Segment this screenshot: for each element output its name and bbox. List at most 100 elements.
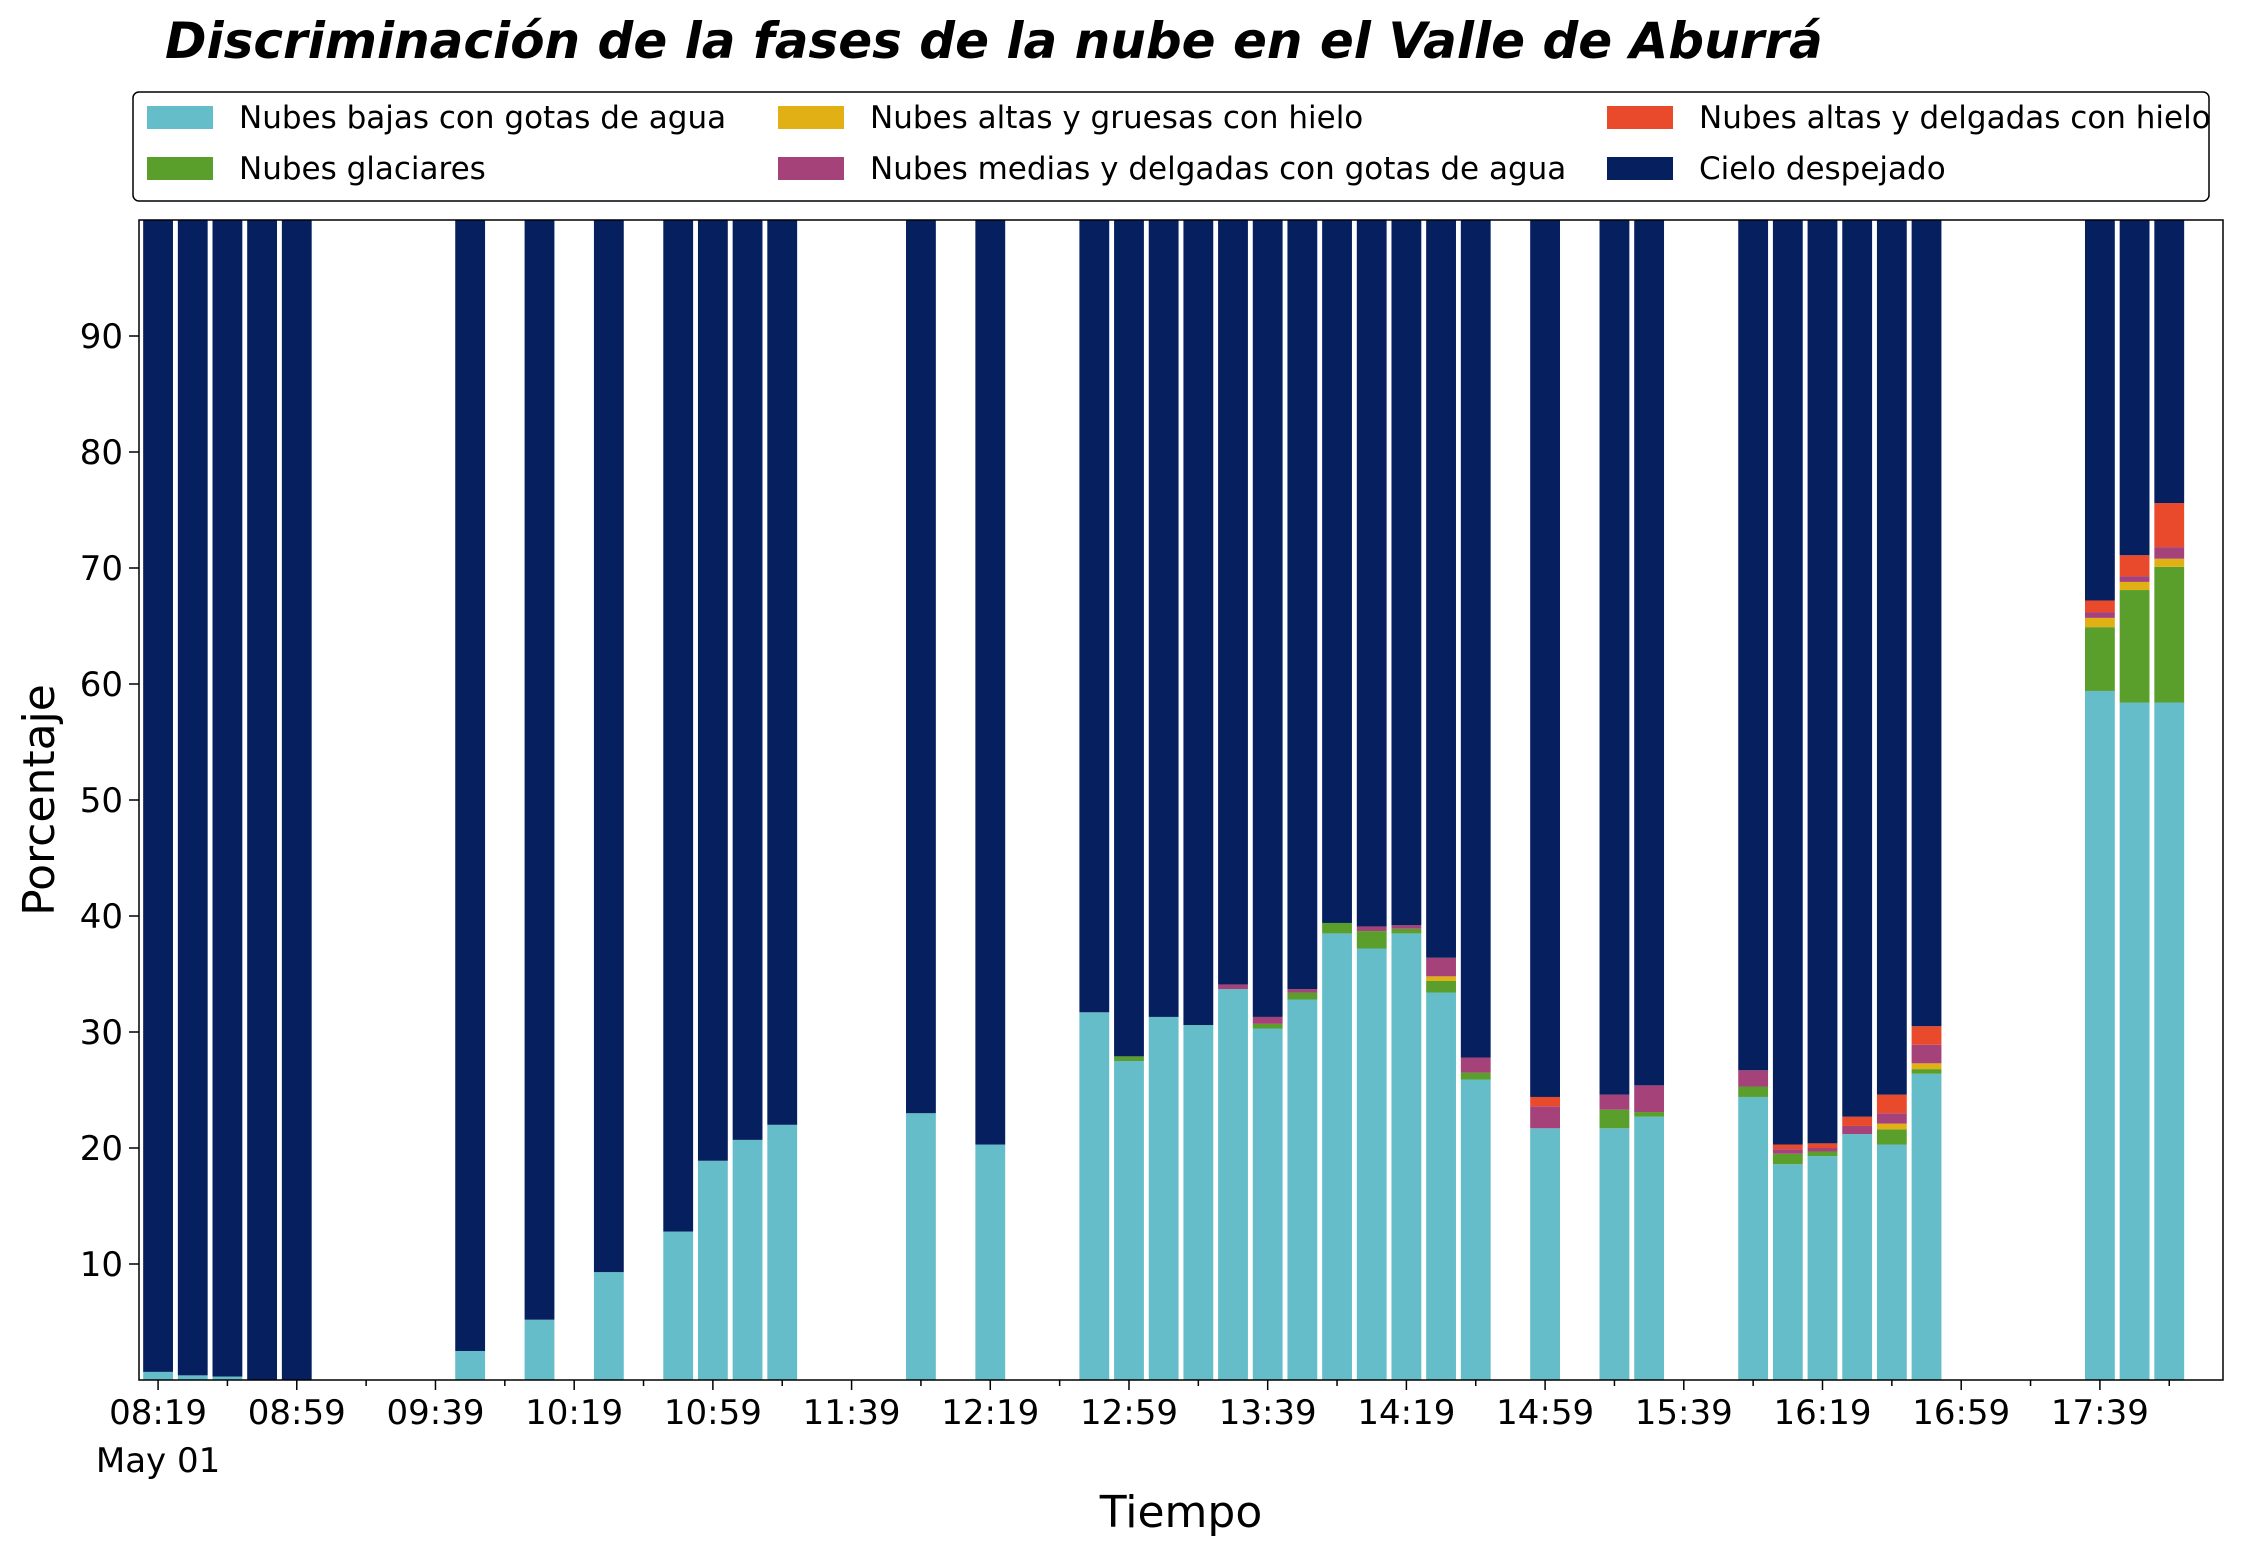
bar-segment-s1: [2084, 627, 2115, 691]
bar-segment-s0: [1460, 1079, 1491, 1380]
bar-segment-s0: [906, 1113, 936, 1380]
bar-segment-s5: [247, 220, 278, 1380]
y-tick-label: 90: [80, 317, 123, 357]
x-tick-label: 15:39: [1635, 1393, 1733, 1433]
bar-stack-0839: [212, 220, 243, 1380]
bars: [143, 220, 2185, 1380]
bar-segment-s4: [2154, 503, 2185, 548]
bar-segment-s5: [1842, 220, 1873, 1117]
bar-segment-s5: [1460, 220, 1491, 1058]
bar-segment-s0: [1876, 1144, 1907, 1380]
legend-label-2: Nubes altas y gruesas con hielo: [870, 100, 1363, 136]
bar-segment-s5: [1079, 220, 1110, 1013]
bar-segment-s1: [2119, 590, 2150, 703]
x-tick-label: 12:59: [1080, 1393, 1178, 1433]
bar-segment-s0: [1634, 1116, 1665, 1380]
bar-segment-s0: [455, 1351, 486, 1380]
x-tick-label: 16:19: [1774, 1393, 1872, 1433]
bar-segment-s5: [2154, 220, 2185, 504]
bar-segment-s1: [1634, 1112, 1665, 1117]
bar-segment-s0: [1426, 992, 1456, 1380]
bar-segment-s2: [1876, 1123, 1907, 1130]
x-tick-label: 17:39: [2051, 1393, 2149, 1433]
bar-segment-s0: [767, 1124, 798, 1380]
bar-segment-s3: [1634, 1085, 1665, 1113]
bar-segment-s5: [281, 220, 312, 1380]
x-tick-label: 14:19: [1357, 1393, 1455, 1433]
bar-segment-s3: [1252, 1016, 1283, 1024]
bar-segment-s2: [2084, 617, 2115, 628]
bar-stack-1119: [767, 220, 798, 1380]
bar-segment-s3: [1599, 1094, 1630, 1110]
bar-stack-1249: [1079, 220, 1110, 1380]
x-tick-label: 11:39: [803, 1393, 901, 1433]
y-tick-label: 20: [80, 1129, 123, 1169]
x-tick-label: 09:39: [386, 1393, 484, 1433]
legend-label-4: Nubes altas y delgadas con hielo: [1699, 100, 2211, 136]
bar-segment-s3: [2154, 547, 2185, 559]
legend-swatch-2: [778, 106, 844, 129]
bar-segment-s5: [1148, 220, 1179, 1017]
bar-segment-s4: [1530, 1096, 1560, 1107]
bar-segment-s0: [2154, 702, 2185, 1380]
bar-stack-1159: [906, 220, 936, 1380]
legend: Nubes bajas con gotas de agua Nubes glaci…: [132, 91, 2211, 202]
bar-stack-1319: [1183, 220, 1214, 1380]
bar-segment-s5: [1807, 220, 1838, 1144]
bar-segment-s0: [1218, 989, 1248, 1380]
bar-stack-1649: [1911, 220, 1942, 1380]
y-tick-label: 30: [80, 1013, 123, 1053]
bar-segment-s5: [2084, 220, 2115, 601]
bar-segment-s3: [1807, 1148, 1838, 1152]
bar-segment-s5: [1530, 220, 1560, 1097]
bar-segment-s0: [975, 1144, 1006, 1380]
bar-segment-s0: [732, 1139, 763, 1380]
bar-segment-s5: [1634, 220, 1665, 1086]
bar-stack-1429: [1426, 220, 1456, 1380]
bar-segment-s5: [1426, 220, 1456, 958]
bar-stack-1759: [2154, 220, 2185, 1380]
bar-segment-s3: [1842, 1125, 1873, 1135]
bar-segment-s1: [1738, 1086, 1769, 1097]
bar-segment-s1: [1287, 992, 1318, 1000]
bar-stack-0819: [143, 220, 173, 1380]
x-tick-label: 12:19: [941, 1393, 1039, 1433]
bar-stack-1639: [1876, 220, 1907, 1380]
bar-stack-1059: [697, 220, 728, 1380]
bar-segment-s5: [1772, 220, 1803, 1145]
bar-segment-s5: [975, 220, 1006, 1145]
bar-segment-s3: [1876, 1113, 1907, 1124]
x-tick-label: 10:19: [525, 1393, 623, 1433]
bar-segment-s5: [177, 220, 208, 1376]
bar-segment-s1: [1911, 1069, 1942, 1074]
y-tick-label: 10: [80, 1245, 123, 1285]
bar-stack-0849: [247, 220, 278, 1380]
bar-stack-1519: [1599, 220, 1630, 1380]
bar-segment-s0: [177, 1375, 208, 1380]
bar-segment-s2: [1911, 1063, 1942, 1070]
bar-segment-s1: [1460, 1072, 1491, 1080]
bar-stack-1359: [1322, 220, 1352, 1380]
bar-segment-s0: [663, 1231, 694, 1380]
x-axis-label: Tiempo: [1099, 1487, 1263, 1538]
bar-segment-s5: [1599, 220, 1630, 1095]
bar-segment-s0: [1599, 1128, 1630, 1380]
bar-segment-s1: [1322, 922, 1352, 934]
bar-stack-0949: [455, 220, 486, 1380]
y-tick-label: 80: [80, 433, 123, 473]
bar-stack-1349: [1287, 220, 1318, 1380]
y-tick-label: 50: [80, 781, 123, 821]
y-tick-label: 70: [80, 549, 123, 589]
bar-segment-s5: [455, 220, 486, 1351]
bar-segment-s4: [2119, 555, 2150, 577]
legend-swatch-1: [147, 157, 213, 180]
bar-segment-s5: [1876, 220, 1907, 1095]
bar-segment-s0: [1079, 1012, 1110, 1380]
bar-segment-s1: [1391, 928, 1422, 934]
bar-segment-s5: [1911, 220, 1942, 1027]
bar-segment-s5: [1218, 220, 1248, 985]
bar-segment-s5: [1287, 220, 1318, 990]
legend-label-5: Cielo despejado: [1699, 151, 1946, 187]
y-tick-label: 60: [80, 665, 123, 705]
